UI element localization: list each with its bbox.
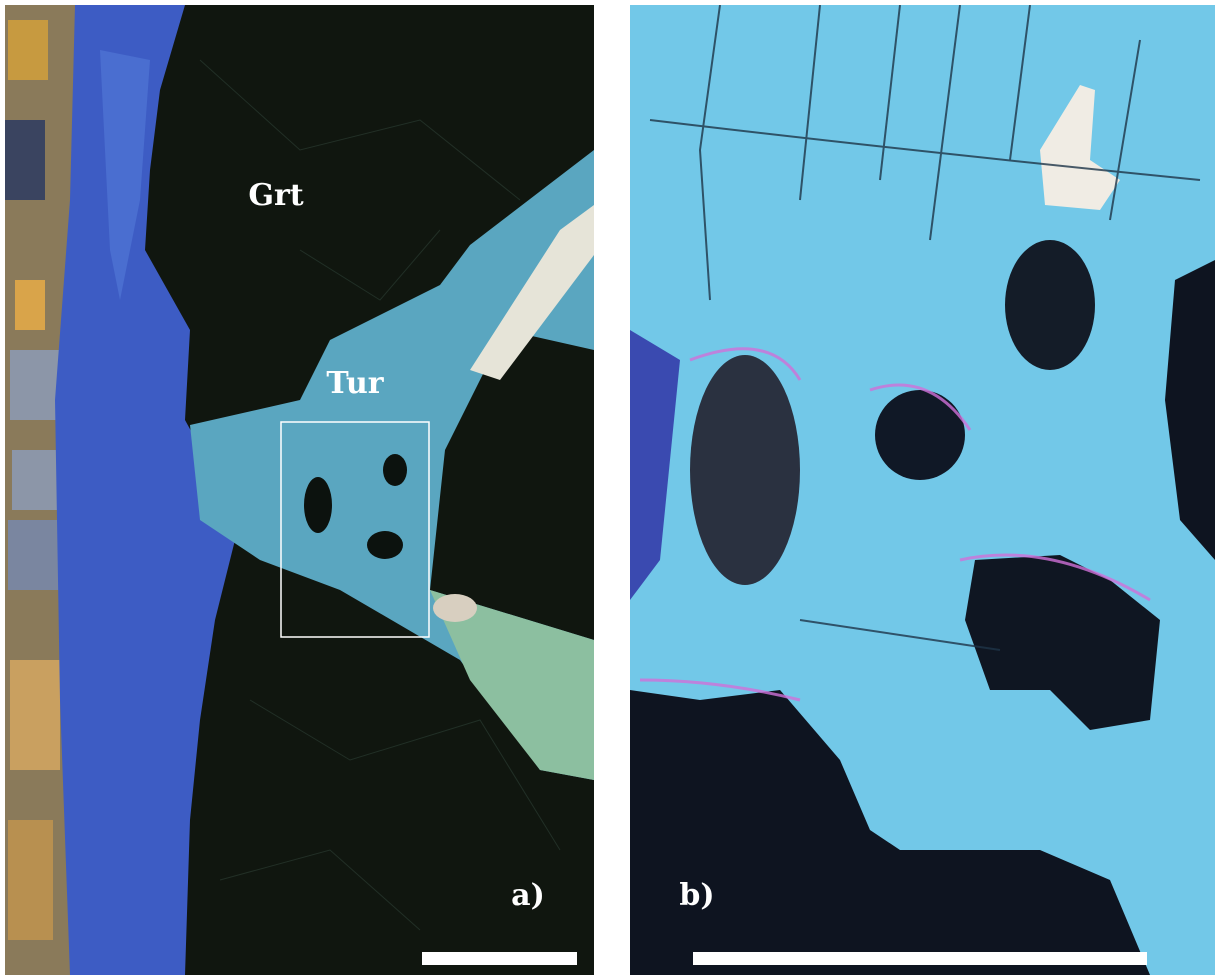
- figure: Grt Tur a) b): [0, 0, 1215, 980]
- scale-bar: [693, 952, 1147, 965]
- annotation: Grt: [248, 178, 303, 213]
- annotation: Tur: [326, 366, 384, 401]
- panel-b: [630, 5, 1215, 975]
- scale-bar: [422, 952, 577, 965]
- panel-label: a): [511, 878, 545, 913]
- panel-label: b): [679, 878, 714, 913]
- grain: [433, 594, 477, 622]
- panel-a: [5, 5, 594, 975]
